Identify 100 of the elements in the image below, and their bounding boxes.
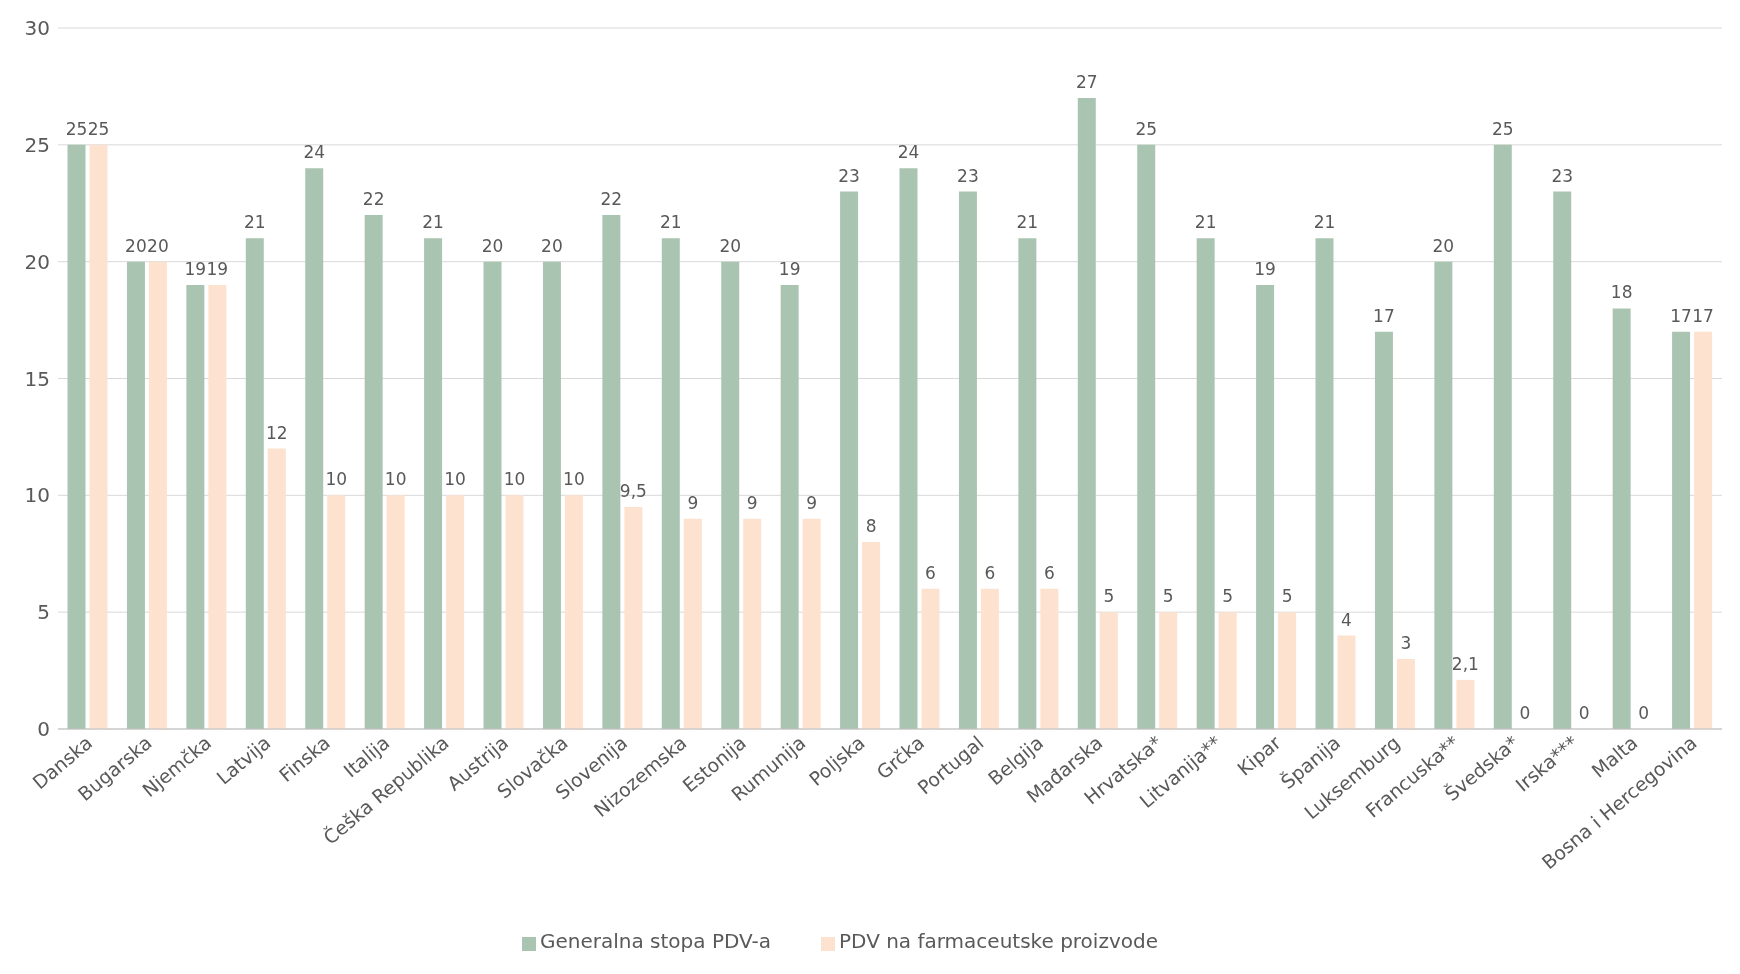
bar — [780, 285, 799, 729]
bar — [1374, 331, 1393, 729]
data-label: 25 — [1491, 118, 1514, 139]
bar — [1040, 588, 1059, 729]
y-tick-label: 25 — [24, 132, 50, 157]
bar — [267, 448, 286, 729]
bar — [1315, 238, 1334, 729]
data-label: 10 — [444, 469, 466, 490]
data-label: 5 — [1162, 586, 1174, 607]
bar — [1434, 261, 1453, 729]
bar — [1256, 285, 1275, 729]
bar — [1278, 612, 1297, 729]
data-label: 5 — [1103, 586, 1115, 607]
data-label: 19 — [778, 259, 801, 280]
data-label: 23 — [838, 165, 860, 186]
bar — [1456, 679, 1475, 729]
bar — [446, 495, 465, 729]
bar — [564, 495, 583, 729]
bar — [899, 168, 918, 729]
bar — [1493, 144, 1512, 729]
bar — [921, 588, 940, 729]
bar — [364, 214, 383, 729]
data-label: 10 — [563, 469, 585, 490]
data-label: 19 — [206, 259, 229, 280]
bar — [721, 261, 740, 729]
data-label: 0 — [1578, 703, 1590, 723]
data-label: 10 — [503, 469, 526, 490]
bar — [1159, 612, 1178, 729]
bar — [483, 261, 502, 729]
data-label: 22 — [600, 188, 623, 209]
data-label: 23 — [1551, 165, 1574, 186]
data-label: 21 — [659, 212, 682, 233]
data-label: 6 — [984, 562, 996, 583]
data-label: 24 — [897, 142, 920, 163]
bar — [1218, 612, 1237, 729]
bar — [1612, 308, 1631, 729]
bar — [245, 238, 264, 729]
y-tick-label: 20 — [24, 249, 50, 274]
bar — [505, 495, 524, 729]
data-label: 23 — [957, 165, 979, 186]
data-label: 6 — [1043, 562, 1055, 583]
bar — [126, 261, 145, 729]
data-label: 22 — [362, 188, 385, 209]
bar — [1099, 612, 1118, 729]
data-label: 25 — [87, 118, 110, 139]
bar — [624, 507, 643, 729]
data-label: 12 — [265, 422, 288, 443]
y-tick-label: 5 — [37, 600, 50, 625]
data-label: 24 — [303, 142, 326, 163]
bar — [1196, 238, 1215, 729]
data-label: 6 — [925, 562, 936, 583]
data-label: 21 — [243, 212, 266, 233]
data-label: 4 — [1341, 609, 1352, 630]
y-tick-label: 30 — [24, 16, 50, 41]
data-label: 20 — [481, 235, 504, 256]
data-label: 18 — [1610, 282, 1633, 303]
bar — [958, 191, 977, 729]
bar — [1694, 331, 1713, 729]
data-label: 9,5 — [619, 481, 647, 502]
data-label: 20 — [1432, 235, 1455, 256]
bar — [148, 261, 167, 729]
data-label: 21 — [1313, 212, 1336, 233]
bar — [67, 144, 86, 729]
bar — [1077, 98, 1096, 729]
y-tick-label: 0 — [37, 717, 50, 742]
bar — [661, 238, 680, 729]
data-label: 5 — [1222, 586, 1234, 607]
data-label: 8 — [865, 516, 877, 537]
data-label: 2,1 — [1451, 653, 1479, 674]
bar — [980, 588, 999, 729]
bar — [862, 542, 881, 729]
bar — [208, 285, 227, 729]
bar — [802, 518, 821, 729]
data-label: 3 — [1400, 632, 1412, 653]
data-label: 17 — [1373, 305, 1395, 326]
bar — [386, 495, 405, 729]
data-label: 19 — [1254, 259, 1276, 280]
data-label: 20 — [719, 235, 742, 256]
data-label: 17 — [1692, 305, 1714, 326]
bar — [1553, 191, 1572, 729]
data-label: 5 — [1281, 586, 1293, 607]
data-label: 25 — [65, 118, 88, 139]
bar — [602, 214, 621, 729]
data-label: 19 — [184, 259, 207, 280]
data-label: 0 — [1638, 703, 1650, 723]
data-label: 9 — [746, 492, 758, 513]
data-label: 25 — [1135, 118, 1158, 139]
y-tick-label: 10 — [24, 483, 50, 508]
bar — [743, 518, 762, 729]
bar — [840, 191, 859, 729]
bar — [89, 144, 108, 729]
data-label: 9 — [687, 492, 699, 513]
data-label: 20 — [541, 235, 563, 256]
bar — [1018, 238, 1037, 729]
data-label: 0 — [1519, 703, 1531, 723]
bar — [542, 261, 561, 729]
bar — [1137, 144, 1156, 729]
data-label: 10 — [325, 469, 348, 490]
bar — [305, 168, 324, 729]
data-label: 17 — [1670, 305, 1692, 326]
